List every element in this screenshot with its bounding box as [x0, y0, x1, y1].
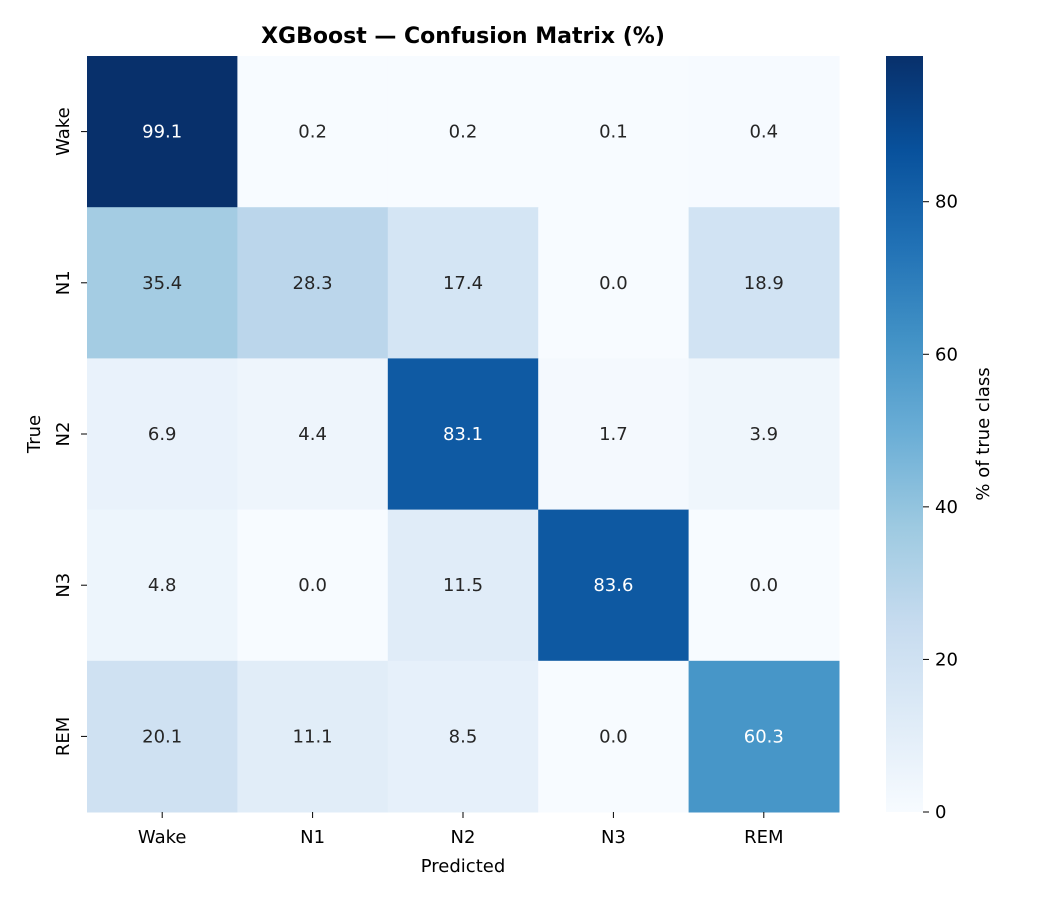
chart-title: XGBoost — Confusion Matrix (%)	[261, 24, 665, 49]
heatmap-cell	[237, 207, 389, 359]
cell-value-label: 28.3	[293, 273, 333, 294]
cell-value-label: 0.0	[599, 726, 628, 747]
x-tick-labels: Wake N1 N2 N3 REM	[138, 812, 784, 848]
heatmap-cell	[87, 207, 238, 359]
heatmap-cell	[87, 660, 238, 813]
colorbar-tick-label: 80	[935, 192, 958, 213]
cell-value-label: 17.4	[443, 273, 483, 294]
cell-value-label: 83.1	[443, 424, 483, 445]
cell-value-label: 1.7	[599, 424, 628, 445]
heatmap-cell	[538, 660, 690, 813]
cell-value-label: 8.5	[449, 726, 478, 747]
colorbar-tick-label: 40	[935, 497, 958, 518]
cell-value-label: 0.4	[749, 122, 778, 143]
cell-value-label: 3.9	[749, 424, 778, 445]
cell-value-label: 0.0	[599, 273, 628, 294]
heatmap-cell	[387, 56, 539, 208]
heatmap-cell	[688, 358, 840, 511]
y-tick-label: N1	[53, 270, 74, 295]
heatmap-cell	[688, 56, 840, 208]
cell-value-label: 99.1	[142, 122, 182, 143]
heatmap-cell	[387, 358, 539, 511]
x-axis-label: Predicted	[421, 856, 506, 877]
y-tick-label: N2	[53, 422, 74, 447]
cell-value-label: 0.1	[599, 122, 628, 143]
heatmap-cell	[387, 509, 539, 662]
heatmap-cell	[237, 660, 389, 813]
y-tick-label: N3	[53, 573, 74, 598]
heatmap-cell	[237, 509, 389, 662]
cell-value-label: 6.9	[148, 424, 177, 445]
cell-value-label: 0.2	[449, 122, 478, 143]
heatmap-cell	[237, 56, 389, 208]
heatmap-cell	[87, 509, 238, 662]
cell-value-label: 0.2	[298, 122, 327, 143]
cell-value-label: 0.0	[298, 575, 327, 596]
x-tick-label: REM	[744, 827, 783, 848]
x-tick-label: N2	[451, 827, 476, 848]
cell-value-label: 60.3	[744, 726, 784, 747]
heatmap-cell	[538, 358, 690, 511]
y-tick-label: REM	[53, 717, 74, 756]
heatmap-cell	[387, 207, 539, 359]
cell-value-label: 0.0	[749, 575, 778, 596]
cell-value-label: 20.1	[142, 726, 182, 747]
y-tick-labels: Wake N1 N2 N3 REM	[53, 107, 87, 756]
y-axis-label: True	[24, 415, 45, 454]
colorbar	[886, 56, 923, 812]
colorbar-label: % of true class	[973, 367, 994, 500]
heatmap-cell	[237, 358, 389, 511]
heatmap-cell	[387, 660, 539, 813]
heatmap-cell	[87, 56, 238, 208]
heatmap-cell	[538, 56, 690, 208]
heatmap-cells: 99.1 0.2 0.2 0.1 0.4 35.4 28.3 17.4 0.0 18.9 6.9 4.…	[87, 56, 840, 813]
cell-value-label: 18.9	[744, 273, 784, 294]
cell-value-label: 4.4	[298, 424, 327, 445]
heatmap-cell	[538, 509, 690, 662]
heatmap-cell	[688, 660, 840, 813]
y-tick-label: Wake	[53, 107, 74, 156]
cell-value-label: 83.6	[593, 575, 633, 596]
heatmap-cell	[688, 509, 840, 662]
cell-value-label: 11.1	[293, 726, 333, 747]
x-tick-label: Wake	[138, 827, 187, 848]
colorbar-ticks: 0 20 40 60 80	[923, 192, 958, 823]
x-tick-label: N1	[300, 827, 325, 848]
cell-value-label: 11.5	[443, 575, 483, 596]
heatmap-cell	[688, 207, 840, 359]
x-tick-label: N3	[601, 827, 626, 848]
heatmap-cell	[538, 207, 690, 359]
heatmap-cell	[87, 358, 238, 511]
colorbar-tick-label: 0	[935, 802, 946, 823]
cell-value-label: 4.8	[148, 575, 177, 596]
colorbar-tick-label: 20	[935, 649, 958, 670]
colorbar-tick-label: 60	[935, 344, 958, 365]
cell-value-label: 35.4	[142, 273, 182, 294]
